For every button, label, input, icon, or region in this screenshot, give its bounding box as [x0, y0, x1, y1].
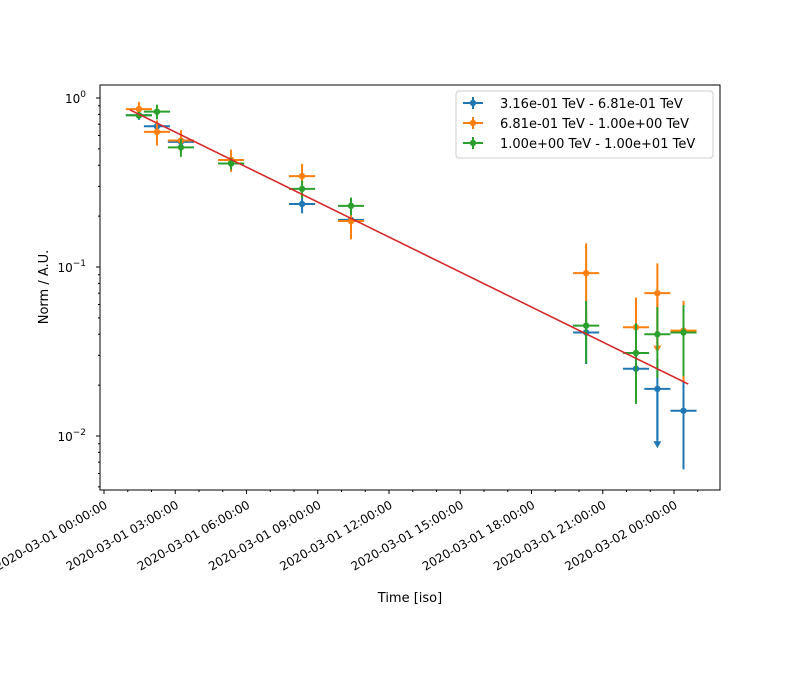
y-tick-label: 100 [65, 90, 86, 106]
legend-marker [469, 119, 477, 127]
legend-label: 6.81e-01 TeV - 1.00e+00 TeV [500, 117, 689, 132]
y-tick-label: 10−2 [57, 428, 86, 444]
data-point [298, 200, 306, 208]
upper-limit-arrow [653, 441, 662, 449]
x-tick-label: 2020-03-01 00:00:00 [0, 498, 110, 574]
data-point [654, 331, 661, 338]
x-axis-label: Time [iso] [377, 591, 442, 606]
data-point [680, 329, 687, 336]
data-point [680, 407, 687, 414]
legend-marker [469, 139, 477, 147]
data-point [177, 144, 185, 151]
data-point [582, 269, 590, 277]
series-1 [125, 102, 697, 382]
data-point [632, 349, 640, 357]
data-point [347, 202, 355, 210]
data-point [153, 128, 161, 136]
data-point [582, 322, 590, 329]
legend-label: 3.16e-01 TeV - 6.81e-01 TeV [500, 97, 683, 112]
data-point [654, 385, 661, 393]
legend: 3.16e-01 TeV - 6.81e-01 TeV 6.81e-01 TeV … [455, 90, 714, 159]
legend-marker [469, 99, 477, 107]
fit-line [129, 109, 689, 385]
data-point [135, 105, 143, 113]
y-axis: 100 10−1 10−2 [57, 90, 100, 488]
data-point [654, 289, 661, 297]
series-0 [125, 111, 697, 470]
y-axis-label: Norm / A.U. [37, 250, 52, 325]
legend-label: 1.00e+00 TeV - 1.00e+01 TeV [500, 137, 695, 152]
series-2 [125, 104, 697, 404]
plot-marks [125, 102, 697, 470]
data-point [153, 108, 161, 115]
legend-box [455, 90, 714, 159]
data-point [227, 160, 235, 167]
y-tick-label: 10−1 [57, 259, 86, 275]
plot-frame [99, 84, 721, 491]
data-point [298, 172, 306, 180]
data-point [298, 185, 306, 193]
